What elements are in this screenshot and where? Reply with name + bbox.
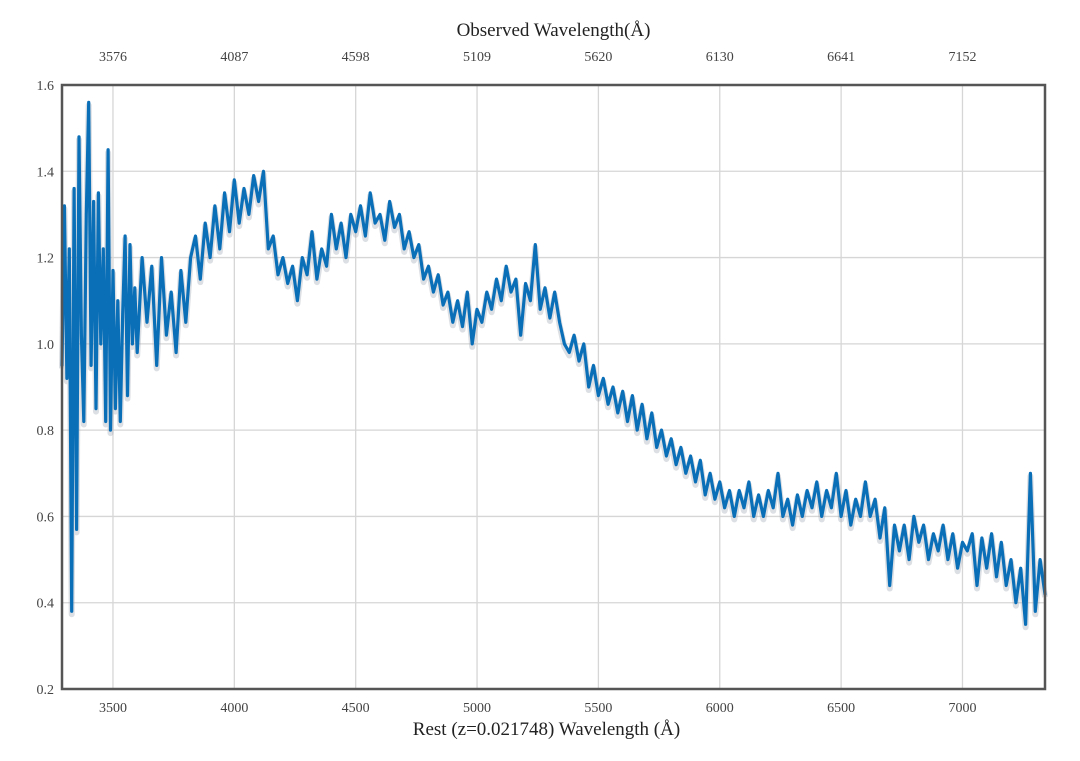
x-tick-label: 4500 bbox=[342, 701, 370, 716]
x-tick-label: 6500 bbox=[827, 701, 855, 716]
spectrum-line bbox=[60, 100, 1047, 626]
grid-lines bbox=[62, 84, 1045, 690]
x-tick-label: 6000 bbox=[706, 701, 734, 716]
x-tick-label: 4000 bbox=[220, 701, 248, 716]
x2-tick-label: 3576 bbox=[99, 50, 127, 65]
top-axis-title: Observed Wavelength(Å) bbox=[457, 20, 651, 41]
x2-tick-label: 6641 bbox=[827, 50, 855, 65]
tick-labels: 3500 4000 4500 5000 5500 6000 6500 7000 3576 4087… bbox=[37, 50, 977, 716]
y-tick-label: 0.6 bbox=[37, 510, 55, 525]
y-tick-label: 1.6 bbox=[37, 79, 55, 94]
x-tick-label: 3500 bbox=[99, 701, 127, 716]
x2-tick-label: 7152 bbox=[948, 50, 976, 65]
y-tick-label: 1.0 bbox=[37, 338, 55, 353]
y-tick-label: 0.4 bbox=[37, 597, 55, 612]
plot-frame bbox=[60, 83, 1047, 691]
y-tick-label: 0.2 bbox=[37, 683, 55, 698]
x2-tick-label: 6130 bbox=[706, 50, 734, 65]
y-tick-label: 1.2 bbox=[37, 252, 55, 267]
bottom-axis-title: Rest (z=0.021748) Wavelength (Å) bbox=[413, 719, 680, 740]
y-tick-label: 0.8 bbox=[37, 424, 55, 439]
x-tick-label: 5500 bbox=[584, 701, 612, 716]
x2-tick-label: 5109 bbox=[463, 50, 491, 65]
x-tick-label: 5000 bbox=[463, 701, 491, 716]
y-tick-label: 1.4 bbox=[37, 165, 55, 180]
x2-tick-label: 5620 bbox=[584, 50, 612, 65]
series-layer bbox=[59, 100, 1048, 631]
x-tick-label: 7000 bbox=[948, 701, 976, 716]
x2-tick-label: 4087 bbox=[220, 50, 248, 65]
x2-tick-label: 4598 bbox=[342, 50, 370, 65]
